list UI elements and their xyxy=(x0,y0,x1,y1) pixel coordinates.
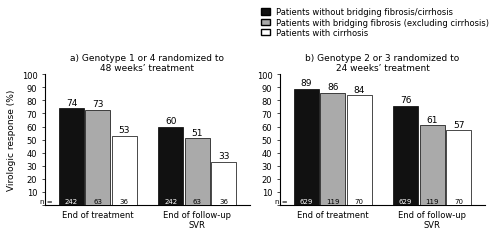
Text: 119: 119 xyxy=(326,198,340,204)
Bar xyxy=(393,106,418,205)
Text: 84: 84 xyxy=(354,85,365,94)
Text: 51: 51 xyxy=(192,128,203,137)
Title: a) Genotype 1 or 4 randomized to
48 weeks’ treatment: a) Genotype 1 or 4 randomized to 48 week… xyxy=(70,54,225,73)
Bar xyxy=(446,131,471,205)
Text: 242: 242 xyxy=(164,198,177,204)
Bar xyxy=(347,96,372,205)
Bar xyxy=(420,126,444,205)
Text: 629: 629 xyxy=(300,198,313,204)
Bar xyxy=(184,139,210,205)
Text: 61: 61 xyxy=(426,115,438,124)
Text: 63: 63 xyxy=(94,198,102,204)
Bar xyxy=(158,127,183,205)
Bar xyxy=(211,162,236,205)
Text: 242: 242 xyxy=(65,198,78,204)
Text: 36: 36 xyxy=(120,198,129,204)
Legend: Patients without bridging fibrosis/cirrhosis, Patients with bridging fibrosis (e: Patients without bridging fibrosis/cirrh… xyxy=(260,7,491,39)
Text: 36: 36 xyxy=(219,198,228,204)
Text: 33: 33 xyxy=(218,152,230,160)
Text: 86: 86 xyxy=(327,83,338,92)
Bar xyxy=(320,93,345,205)
Text: 629: 629 xyxy=(399,198,412,204)
Text: 57: 57 xyxy=(453,120,464,129)
Text: 70: 70 xyxy=(355,198,364,204)
Text: 70: 70 xyxy=(454,198,463,204)
Text: 73: 73 xyxy=(92,100,104,108)
Bar xyxy=(59,109,84,205)
Text: n =: n = xyxy=(40,198,53,204)
Bar xyxy=(294,89,319,205)
Text: 76: 76 xyxy=(400,96,411,105)
Bar xyxy=(86,110,110,205)
Text: n =: n = xyxy=(276,198,288,204)
Text: 119: 119 xyxy=(426,198,439,204)
Y-axis label: Virologic response (%): Virologic response (%) xyxy=(7,90,16,190)
Title: b) Genotype 2 or 3 randomized to
24 weeks’ treatment: b) Genotype 2 or 3 randomized to 24 week… xyxy=(306,54,460,73)
Text: 63: 63 xyxy=(192,198,202,204)
Text: 53: 53 xyxy=(118,126,130,134)
Bar xyxy=(112,136,137,205)
Text: 74: 74 xyxy=(66,98,77,107)
Text: 89: 89 xyxy=(300,79,312,88)
Text: 60: 60 xyxy=(165,116,176,126)
